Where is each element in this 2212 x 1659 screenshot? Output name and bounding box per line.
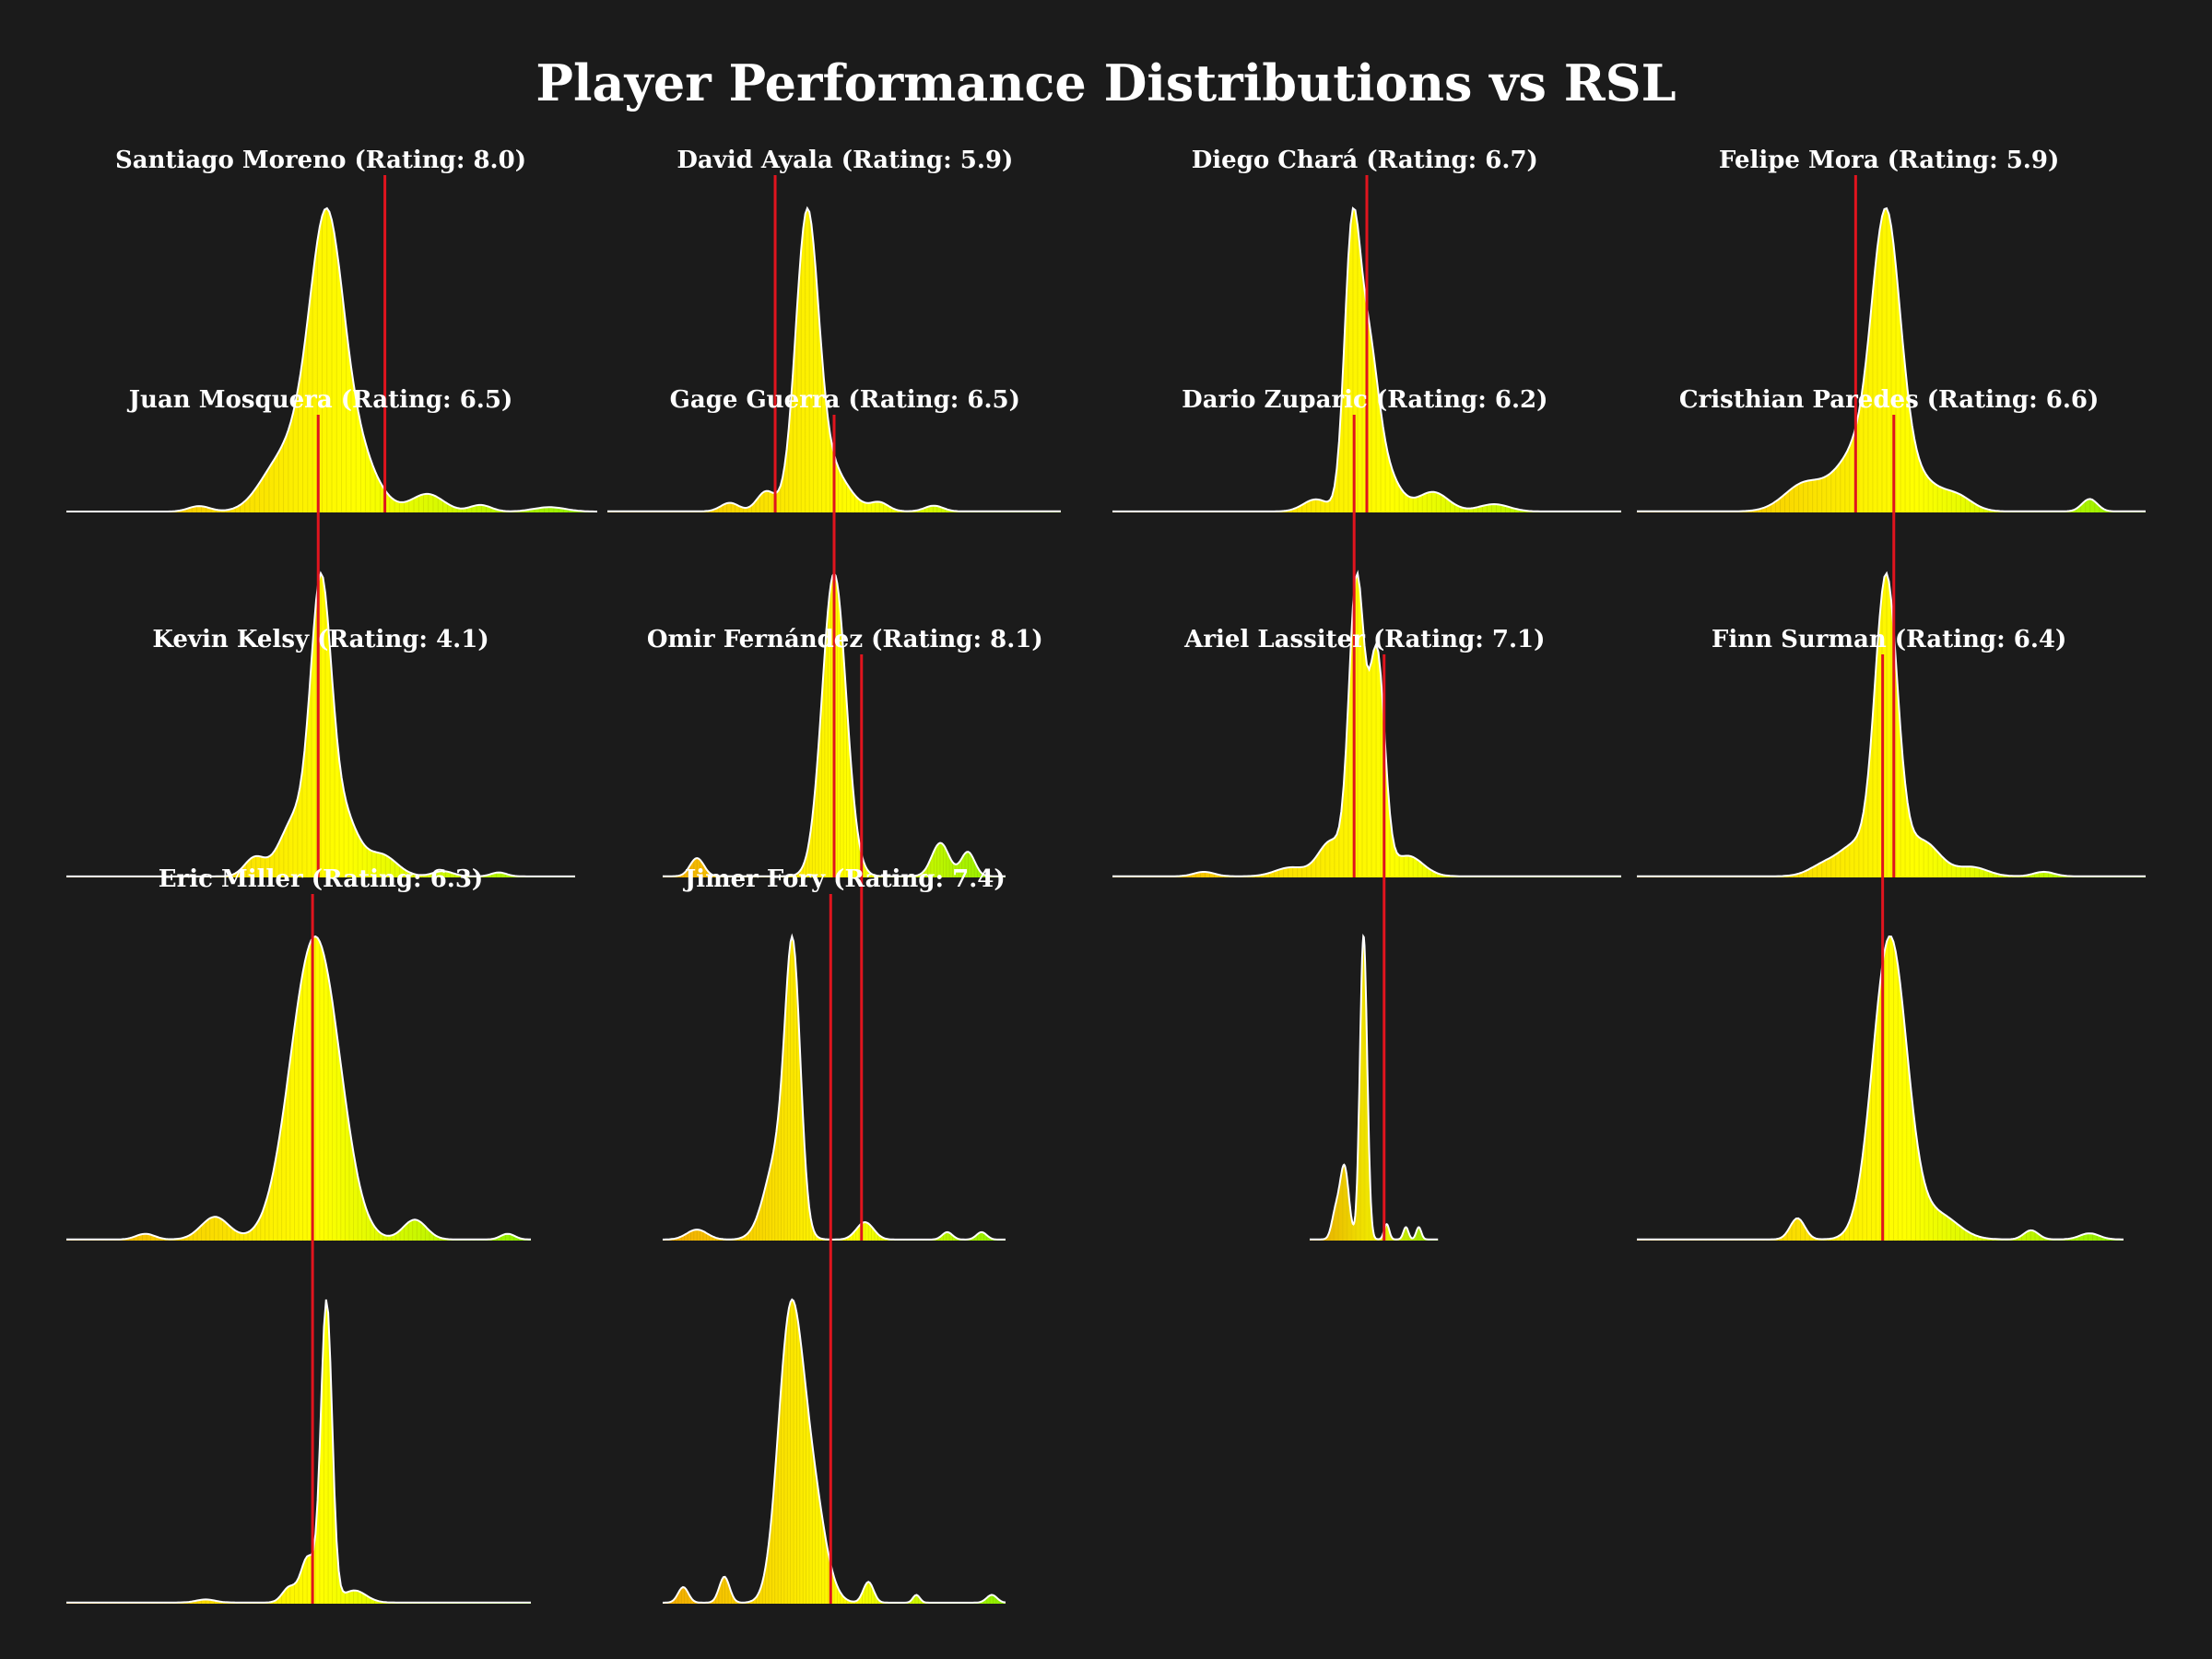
chart-title: Player Performance Distributions vs RSL — [535, 53, 1677, 112]
density-panel — [1309, 654, 1439, 1241]
density-panel — [1636, 175, 2147, 512]
density-panel — [662, 415, 1006, 877]
density-area — [1112, 573, 1622, 877]
panel-title: Finn Surman (Rating: 6.4) — [1711, 626, 2067, 653]
density-hatch — [1636, 936, 2124, 1241]
density-outline — [662, 933, 1006, 1241]
density-panel — [65, 894, 532, 1604]
density-area — [662, 1300, 1006, 1604]
panel-title: Jimer Fory (Rating: 7.4) — [684, 865, 1006, 893]
density-outline — [1637, 935, 2124, 1241]
density-area — [1637, 208, 2146, 512]
density-hatch — [1636, 208, 2147, 512]
density-area — [66, 573, 575, 877]
density-outline — [1637, 571, 2146, 877]
density-panel — [662, 894, 1006, 1604]
density-panel — [1112, 415, 1622, 877]
density-hatch — [662, 1300, 1006, 1604]
density-outline — [1637, 206, 2146, 512]
panel-title: Santiago Moreno (Rating: 8.0) — [115, 147, 526, 174]
panel-title: Ariel Lassiter (Rating: 7.1) — [1184, 626, 1546, 653]
panel-title: Omir Fernández (Rating: 8.1) — [646, 626, 1043, 653]
density-area — [1309, 936, 1438, 1241]
density-outline — [662, 1298, 1006, 1604]
density-panel — [65, 415, 576, 877]
density-panel — [662, 654, 1006, 1241]
panel-title: Gage Guerra (Rating: 6.5) — [669, 386, 1020, 414]
panel-title: Juan Mosquera (Rating: 6.5) — [128, 386, 513, 414]
density-outline — [1112, 570, 1622, 877]
density-area — [66, 208, 597, 512]
density-area — [66, 1300, 531, 1604]
panel-title: Kevin Kelsy (Rating: 4.1) — [152, 626, 489, 653]
density-outline — [66, 206, 597, 512]
density-panel — [1112, 175, 1622, 512]
panel-title: Dario Zuparic (Rating: 6.2) — [1182, 386, 1548, 414]
density-outline — [66, 935, 532, 1241]
panel-title: Felipe Mora (Rating: 5.9) — [1718, 147, 2060, 174]
density-outline — [66, 1299, 531, 1604]
panel-title: Eric Miller (Rating: 6.3) — [158, 865, 484, 893]
density-hatch — [65, 208, 598, 512]
density-hatch — [65, 936, 532, 1241]
density-hatch — [1309, 936, 1439, 1241]
panel-title: Cristhian Paredes (Rating: 6.6) — [1678, 386, 2100, 414]
density-hatch — [662, 941, 1006, 1241]
density-area — [1637, 573, 2146, 877]
density-outline — [66, 571, 575, 877]
density-panel — [1636, 654, 2124, 1241]
panel-title: David Ayala (Rating: 5.9) — [677, 147, 1014, 174]
density-hatch — [65, 1312, 532, 1604]
density-hatch — [65, 573, 576, 877]
density-panel — [65, 175, 598, 512]
density-panel — [65, 935, 532, 1241]
density-hatch — [662, 573, 1006, 877]
density-outline — [1309, 934, 1438, 1241]
panel-title: Diego Chará (Rating: 6.7) — [1191, 147, 1538, 174]
density-area — [1637, 936, 2124, 1241]
density-area — [66, 936, 531, 1241]
